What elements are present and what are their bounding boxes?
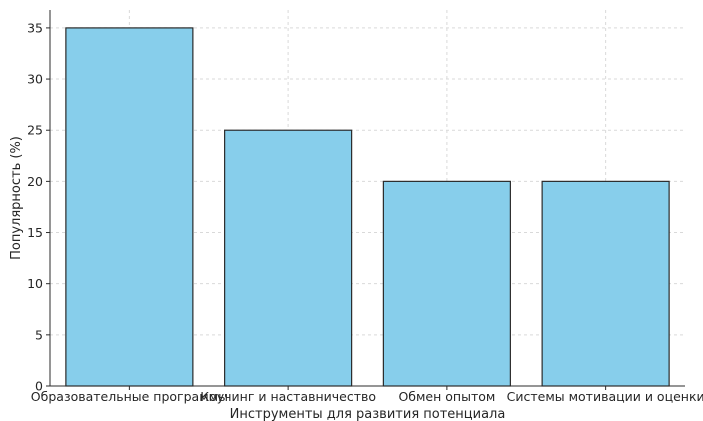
x-tick-label: Образовательные программы: [31, 389, 228, 404]
y-tick-label: 5: [35, 327, 43, 342]
x-tick-label: Системы мотивации и оценки: [507, 389, 703, 404]
y-tick-label: 30: [27, 72, 43, 87]
y-tick-label: 15: [27, 225, 43, 240]
bar: [224, 129, 353, 387]
x-axis-label: Инструменты для развития потенциала: [230, 407, 506, 421]
bar: [65, 27, 194, 387]
y-tick-label: 35: [27, 20, 43, 35]
bars-group: [65, 27, 670, 387]
y-axis-label: Популярность (%): [9, 136, 24, 260]
y-tick-labels: 0 5 10 15 20 25 30 35: [27, 20, 43, 393]
x-tick-label: Обмен опытом: [398, 389, 495, 404]
bar: [541, 180, 670, 387]
bar: [382, 180, 511, 387]
y-tick-label: 25: [27, 123, 43, 138]
y-tick-label: 0: [35, 379, 43, 394]
y-tick-label: 20: [27, 174, 43, 189]
x-tick-label: Коучинг и наставничество: [200, 389, 376, 404]
axes-group: [46, 10, 685, 390]
y-tick-label: 10: [27, 276, 43, 291]
